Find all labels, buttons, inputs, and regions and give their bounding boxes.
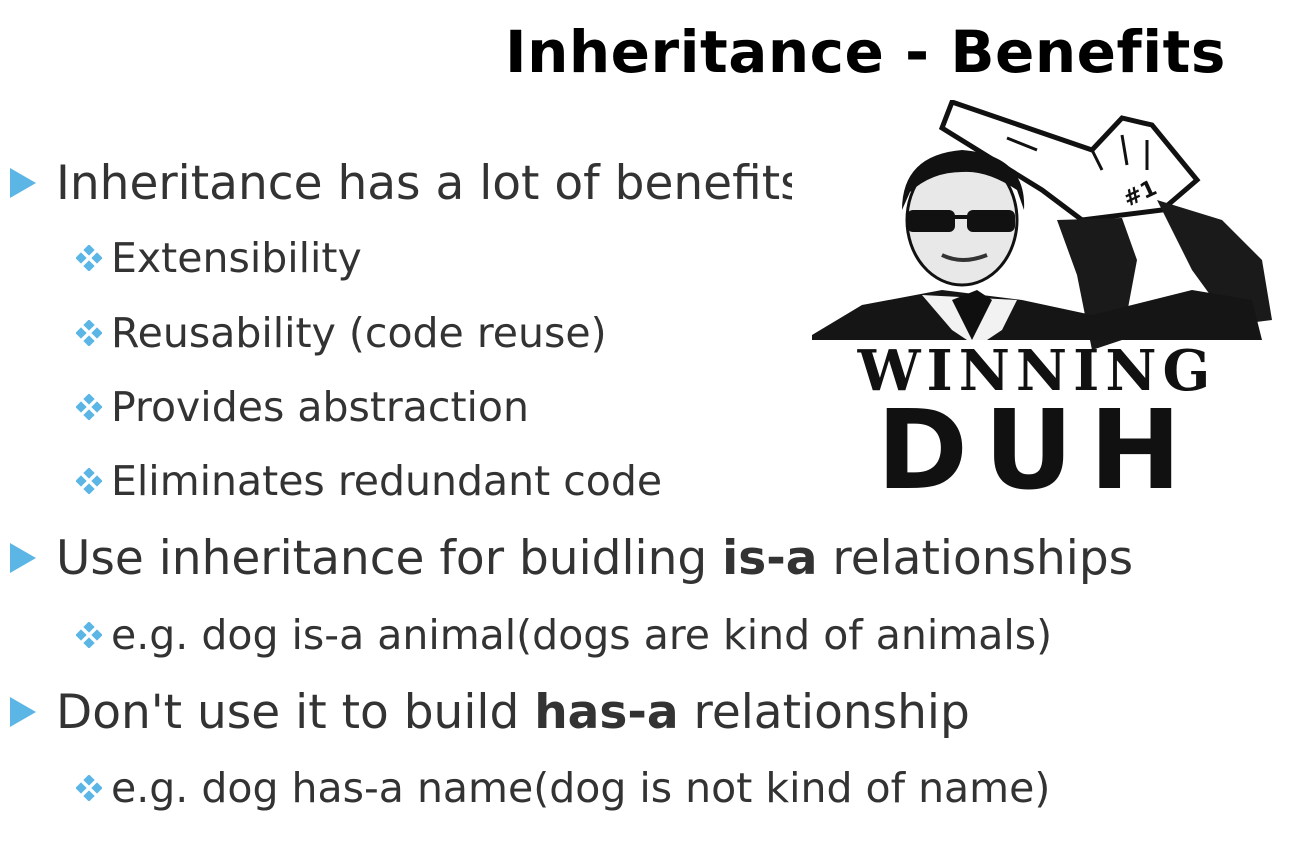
triangle-bullet-icon xyxy=(10,697,36,727)
sub-item-reusability: Reusability (code reuse) xyxy=(76,308,607,358)
sub-item-redundant-code: Eliminates redundant code xyxy=(76,456,662,506)
bullet-text-bold: has-a xyxy=(534,684,679,740)
diamond-bullet-icon xyxy=(76,394,102,420)
sub-item-text: Eliminates redundant code xyxy=(111,457,663,505)
diamond-bullet-icon xyxy=(76,775,102,801)
bullet-inheritance-benefits: Inheritance has a lot of benefits xyxy=(10,155,805,211)
bullet-text-bold: is-a xyxy=(722,530,818,586)
diamond-bullet-icon xyxy=(76,320,102,346)
sub-item-extensibility: Extensibility xyxy=(76,233,362,283)
triangle-bullet-icon xyxy=(10,543,36,573)
diamond-bullet-icon xyxy=(76,468,102,494)
bullet-text-pre: Don't use it to build xyxy=(56,684,535,740)
sub-item-abstraction: Provides abstraction xyxy=(76,382,529,432)
bullet-text-pre: Use inheritance for buidling xyxy=(56,530,723,586)
sub-item-text: e.g. dog has-a name(dog is not kind of n… xyxy=(111,764,1051,812)
poster-text-duh: DUH xyxy=(877,386,1198,498)
sub-item-is-a-example: e.g. dog is-a animal(dogs are kind of an… xyxy=(76,610,1052,660)
poster-text-winning: WINNING xyxy=(857,338,1217,404)
bullet-text-post: relationships xyxy=(817,530,1134,586)
sub-item-text: Reusability (code reuse) xyxy=(111,309,607,357)
bullet-text-post: relationship xyxy=(678,684,970,740)
diamond-bullet-icon xyxy=(76,622,102,648)
triangle-bullet-icon xyxy=(10,168,36,198)
bullet-has-a: Don't use it to build has-a relationship xyxy=(10,684,970,740)
winning-duh-poster-image: #1 WINNING DUH xyxy=(792,98,1282,514)
sub-item-text: Extensibility xyxy=(111,234,362,282)
slide-title: Inheritance - Benefits xyxy=(505,18,1226,86)
winning-duh-poster-icon: #1 WINNING DUH xyxy=(812,98,1272,514)
sub-item-text: e.g. dog is-a animal(dogs are kind of an… xyxy=(111,611,1053,659)
diamond-bullet-icon xyxy=(76,245,102,271)
sub-item-has-a-example: e.g. dog has-a name(dog is not kind of n… xyxy=(76,763,1050,813)
bullet-text: Inheritance has a lot of benefits xyxy=(56,155,805,211)
sub-item-text: Provides abstraction xyxy=(111,383,529,431)
bullet-is-a: Use inheritance for buidling is-a relati… xyxy=(10,530,1133,586)
